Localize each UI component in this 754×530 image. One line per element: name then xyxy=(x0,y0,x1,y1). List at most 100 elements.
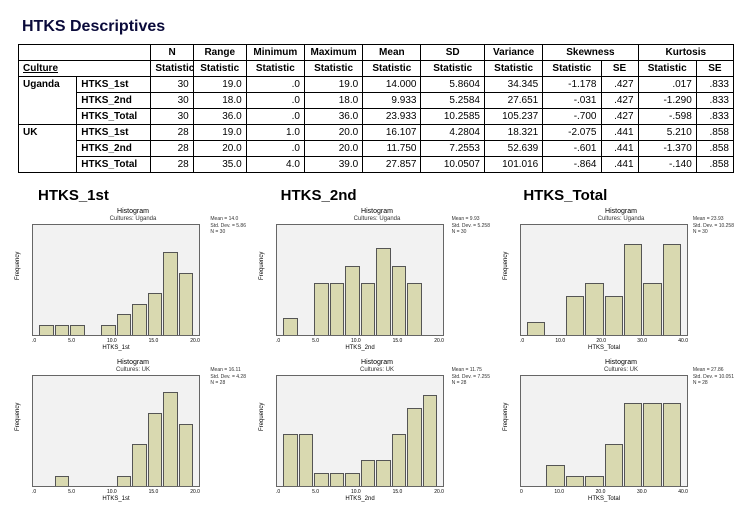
x-axis-ticks: .010.020.030.040.0 xyxy=(520,338,688,344)
histogram-annotation: Mean = 27.86Std. Dev. = 10.051N = 28 xyxy=(693,367,734,387)
histogram-bars xyxy=(527,231,681,335)
table-header-cell: Kurtosis xyxy=(638,45,733,61)
table-cell: -1.370 xyxy=(638,141,696,157)
table-row: HTKS_Total3036.0.036.023.93310.2585105.2… xyxy=(19,109,734,125)
table-cell: .441 xyxy=(601,125,638,141)
histogram-h4: FrequencyHistogramCultures: UKMean = 16.… xyxy=(18,359,248,502)
x-tick: 15.0 xyxy=(393,338,403,344)
x-tick: 15.0 xyxy=(149,338,159,344)
histogram-bar xyxy=(605,444,623,486)
table-cell: .858 xyxy=(696,157,733,173)
table-cell: 36.0 xyxy=(304,109,362,125)
histogram-bar xyxy=(376,460,391,486)
histogram-bar xyxy=(330,283,345,335)
x-axis-ticks: .05.010.015.020.0 xyxy=(276,338,444,344)
histogram-bar xyxy=(179,424,194,486)
x-axis-ticks: 010.020.030.040.0 xyxy=(520,489,688,495)
histogram-bar xyxy=(376,248,391,335)
histogram-bar xyxy=(423,395,438,486)
histogram-bars xyxy=(527,382,681,486)
histogram-annotation: Mean = 9.93Std. Dev. = 5.258N = 30 xyxy=(452,216,490,236)
histogram-bar xyxy=(407,283,422,335)
table-header-cell: Minimum xyxy=(246,45,304,61)
table-header-cell xyxy=(19,45,151,61)
table-cell: .0 xyxy=(246,141,304,157)
histogram-bar xyxy=(361,460,376,486)
x-axis-label: HTKS_Total xyxy=(520,496,688,502)
histogram-bar xyxy=(39,325,54,335)
histogram-bar xyxy=(527,322,545,335)
table-cell: HTKS_1st xyxy=(77,77,151,93)
table-cell: 18.321 xyxy=(485,125,543,141)
table-header-cell: N xyxy=(151,45,193,61)
table-cell: .427 xyxy=(601,77,638,93)
table-cell: 19.0 xyxy=(193,77,246,93)
table-cell: .441 xyxy=(601,141,638,157)
histogram-bar xyxy=(283,434,298,486)
y-axis-label: Frequency xyxy=(259,402,265,430)
histogram-bar xyxy=(585,283,603,335)
histogram-h6: FrequencyHistogramCultures: UKMean = 27.… xyxy=(506,359,736,502)
histogram-bars xyxy=(39,231,193,335)
histogram-bar xyxy=(663,244,681,335)
histogram-bar xyxy=(283,318,298,335)
x-axis-label: HTKS_1st xyxy=(32,345,200,351)
table-cell: 28 xyxy=(151,157,193,173)
histogram-bar xyxy=(643,283,661,335)
y-axis-label: Frequency xyxy=(503,251,509,279)
histogram-bar xyxy=(132,444,147,486)
histogram-bar xyxy=(179,273,194,335)
histogram-bar xyxy=(566,476,584,486)
table-cell: 1.0 xyxy=(246,125,304,141)
x-tick: .0 xyxy=(276,338,280,344)
table-cell: .858 xyxy=(696,125,733,141)
table-cell: 34.345 xyxy=(485,77,543,93)
table-subheader-cell: SE xyxy=(601,61,638,77)
table-cell: .0 xyxy=(246,93,304,109)
histogram-plot-area xyxy=(276,375,444,487)
histogram-bar xyxy=(132,304,147,335)
table-subheader-cell: SE xyxy=(696,61,733,77)
table-cell: -.700 xyxy=(543,109,601,125)
histogram-h3: FrequencyHistogramCultures: UgandaMean =… xyxy=(506,208,736,351)
histogram-title: Histogram xyxy=(262,208,492,215)
table-cell: 23.933 xyxy=(363,109,421,125)
histogram-annotation: Mean = 11.75Std. Dev. = 7.255N = 28 xyxy=(452,367,490,387)
x-axis-ticks: .05.010.015.020.0 xyxy=(276,489,444,495)
table-cell: 30 xyxy=(151,77,193,93)
histogram-title: Histogram xyxy=(262,359,492,366)
table-cell: .427 xyxy=(601,109,638,125)
histogram-bar xyxy=(101,325,116,335)
table-cell: .833 xyxy=(696,109,733,125)
table-header-cell: Maximum xyxy=(304,45,362,61)
histogram-annotation: Mean = 14.0Std. Dev. = 5.86N = 30 xyxy=(210,216,246,236)
histogram-bar xyxy=(605,296,623,335)
table-header-cell: Skewness xyxy=(543,45,638,61)
histogram-bar xyxy=(55,325,70,335)
table-row: HTKS_2nd3018.0.018.09.9335.258427.651-.0… xyxy=(19,93,734,109)
table-cell: 101.016 xyxy=(485,157,543,173)
histogram-bar xyxy=(163,392,178,486)
table-cell: 20.0 xyxy=(193,141,246,157)
histogram-title: Histogram xyxy=(18,359,248,366)
histogram-bar xyxy=(314,473,329,486)
x-tick: 20.0 xyxy=(190,489,200,495)
histogram-bar xyxy=(330,473,345,486)
x-tick: 5.0 xyxy=(312,338,319,344)
descriptives-table: NRangeMinimumMaximumMeanSDVarianceSkewne… xyxy=(18,44,734,173)
x-tick: 10.0 xyxy=(554,489,564,495)
x-axis-label: HTKS_2nd xyxy=(276,496,444,502)
table-cell: 19.0 xyxy=(304,77,362,93)
table-cell: 27.857 xyxy=(363,157,421,173)
table-cell: HTKS_2nd xyxy=(77,93,151,109)
table-subheader-cell: Statistic xyxy=(193,61,246,77)
x-tick: 20.0 xyxy=(596,489,606,495)
table-header-cell: SD xyxy=(421,45,485,61)
x-tick: .0 xyxy=(32,489,36,495)
table-header-cell: Mean xyxy=(363,45,421,61)
table-cell: 5.210 xyxy=(638,125,696,141)
table-cell: .0 xyxy=(246,109,304,125)
x-tick: .0 xyxy=(520,338,524,344)
histogram-bar xyxy=(117,314,132,335)
x-tick: 10.0 xyxy=(107,338,117,344)
